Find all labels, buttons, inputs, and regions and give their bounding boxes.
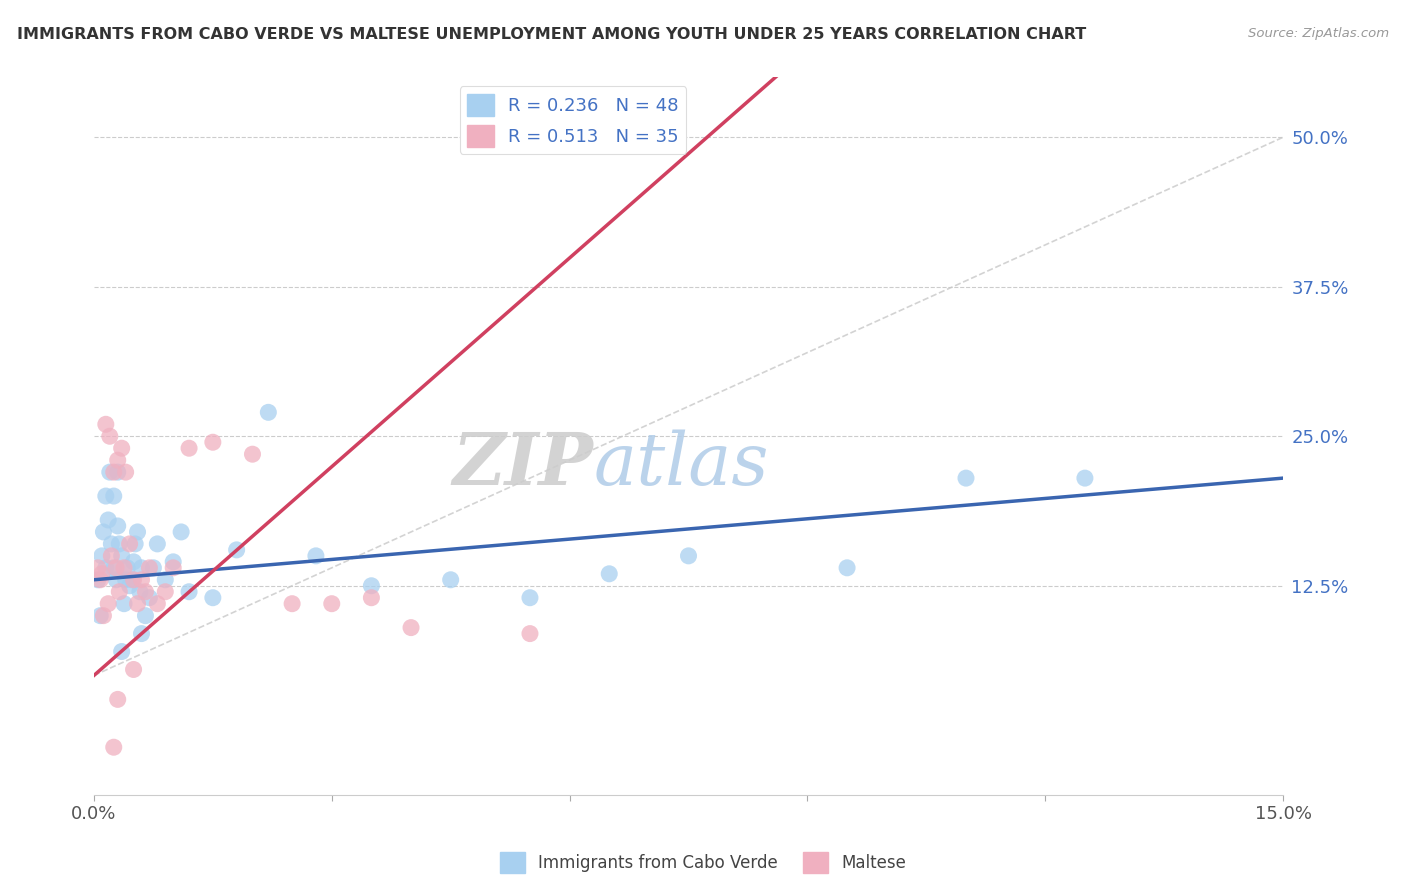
Point — [519, 591, 541, 605]
Point — [360, 591, 382, 605]
Point — [98, 429, 121, 443]
Point — [305, 549, 328, 563]
Point — [108, 537, 131, 551]
Point — [114, 465, 136, 479]
Point — [129, 584, 152, 599]
Point — [138, 591, 160, 605]
Point — [124, 537, 146, 551]
Point — [111, 441, 134, 455]
Point — [122, 555, 145, 569]
Point — [242, 447, 264, 461]
Point — [146, 537, 169, 551]
Point — [111, 644, 134, 658]
Point — [155, 573, 177, 587]
Point — [131, 561, 153, 575]
Point — [100, 549, 122, 563]
Point — [155, 584, 177, 599]
Point — [118, 537, 141, 551]
Point — [93, 608, 115, 623]
Point — [103, 740, 125, 755]
Point — [122, 663, 145, 677]
Text: atlas: atlas — [593, 430, 769, 500]
Point — [87, 561, 110, 575]
Point — [118, 579, 141, 593]
Point — [107, 692, 129, 706]
Point — [114, 573, 136, 587]
Point — [127, 524, 149, 539]
Point — [94, 489, 117, 503]
Point — [170, 524, 193, 539]
Point — [122, 573, 145, 587]
Point — [440, 573, 463, 587]
Point — [131, 626, 153, 640]
Point — [142, 561, 165, 575]
Point — [97, 513, 120, 527]
Point — [201, 435, 224, 450]
Legend: Immigrants from Cabo Verde, Maltese: Immigrants from Cabo Verde, Maltese — [494, 846, 912, 880]
Point — [399, 621, 422, 635]
Point — [115, 561, 138, 575]
Point — [1074, 471, 1097, 485]
Point — [678, 549, 700, 563]
Point — [107, 519, 129, 533]
Point — [105, 573, 128, 587]
Point — [360, 579, 382, 593]
Point — [87, 573, 110, 587]
Point — [103, 465, 125, 479]
Point — [94, 417, 117, 432]
Point — [257, 405, 280, 419]
Point — [89, 608, 111, 623]
Point — [131, 573, 153, 587]
Point — [281, 597, 304, 611]
Point — [225, 542, 247, 557]
Point — [177, 441, 200, 455]
Point — [955, 471, 977, 485]
Text: ZIP: ZIP — [453, 429, 593, 500]
Point — [98, 465, 121, 479]
Point — [111, 549, 134, 563]
Point — [103, 561, 125, 575]
Point — [97, 597, 120, 611]
Point — [598, 566, 620, 581]
Point — [162, 561, 184, 575]
Text: IMMIGRANTS FROM CABO VERDE VS MALTESE UNEMPLOYMENT AMONG YOUTH UNDER 25 YEARS CO: IMMIGRANTS FROM CABO VERDE VS MALTESE UN… — [17, 27, 1085, 42]
Point — [107, 465, 129, 479]
Legend: R = 0.236   N = 48, R = 0.513   N = 35: R = 0.236 N = 48, R = 0.513 N = 35 — [460, 87, 686, 154]
Point — [835, 561, 858, 575]
Point — [162, 555, 184, 569]
Point — [146, 597, 169, 611]
Point — [107, 453, 129, 467]
Point — [89, 573, 111, 587]
Text: Source: ZipAtlas.com: Source: ZipAtlas.com — [1249, 27, 1389, 40]
Point — [90, 549, 112, 563]
Point — [201, 591, 224, 605]
Point — [121, 573, 143, 587]
Point — [94, 561, 117, 575]
Point — [100, 537, 122, 551]
Point — [127, 597, 149, 611]
Point — [177, 584, 200, 599]
Point — [103, 489, 125, 503]
Point — [321, 597, 343, 611]
Point — [112, 561, 135, 575]
Point — [112, 597, 135, 611]
Point — [93, 524, 115, 539]
Point — [105, 561, 128, 575]
Point — [108, 584, 131, 599]
Point — [134, 584, 156, 599]
Point — [134, 608, 156, 623]
Point — [138, 561, 160, 575]
Point — [90, 566, 112, 581]
Point — [519, 626, 541, 640]
